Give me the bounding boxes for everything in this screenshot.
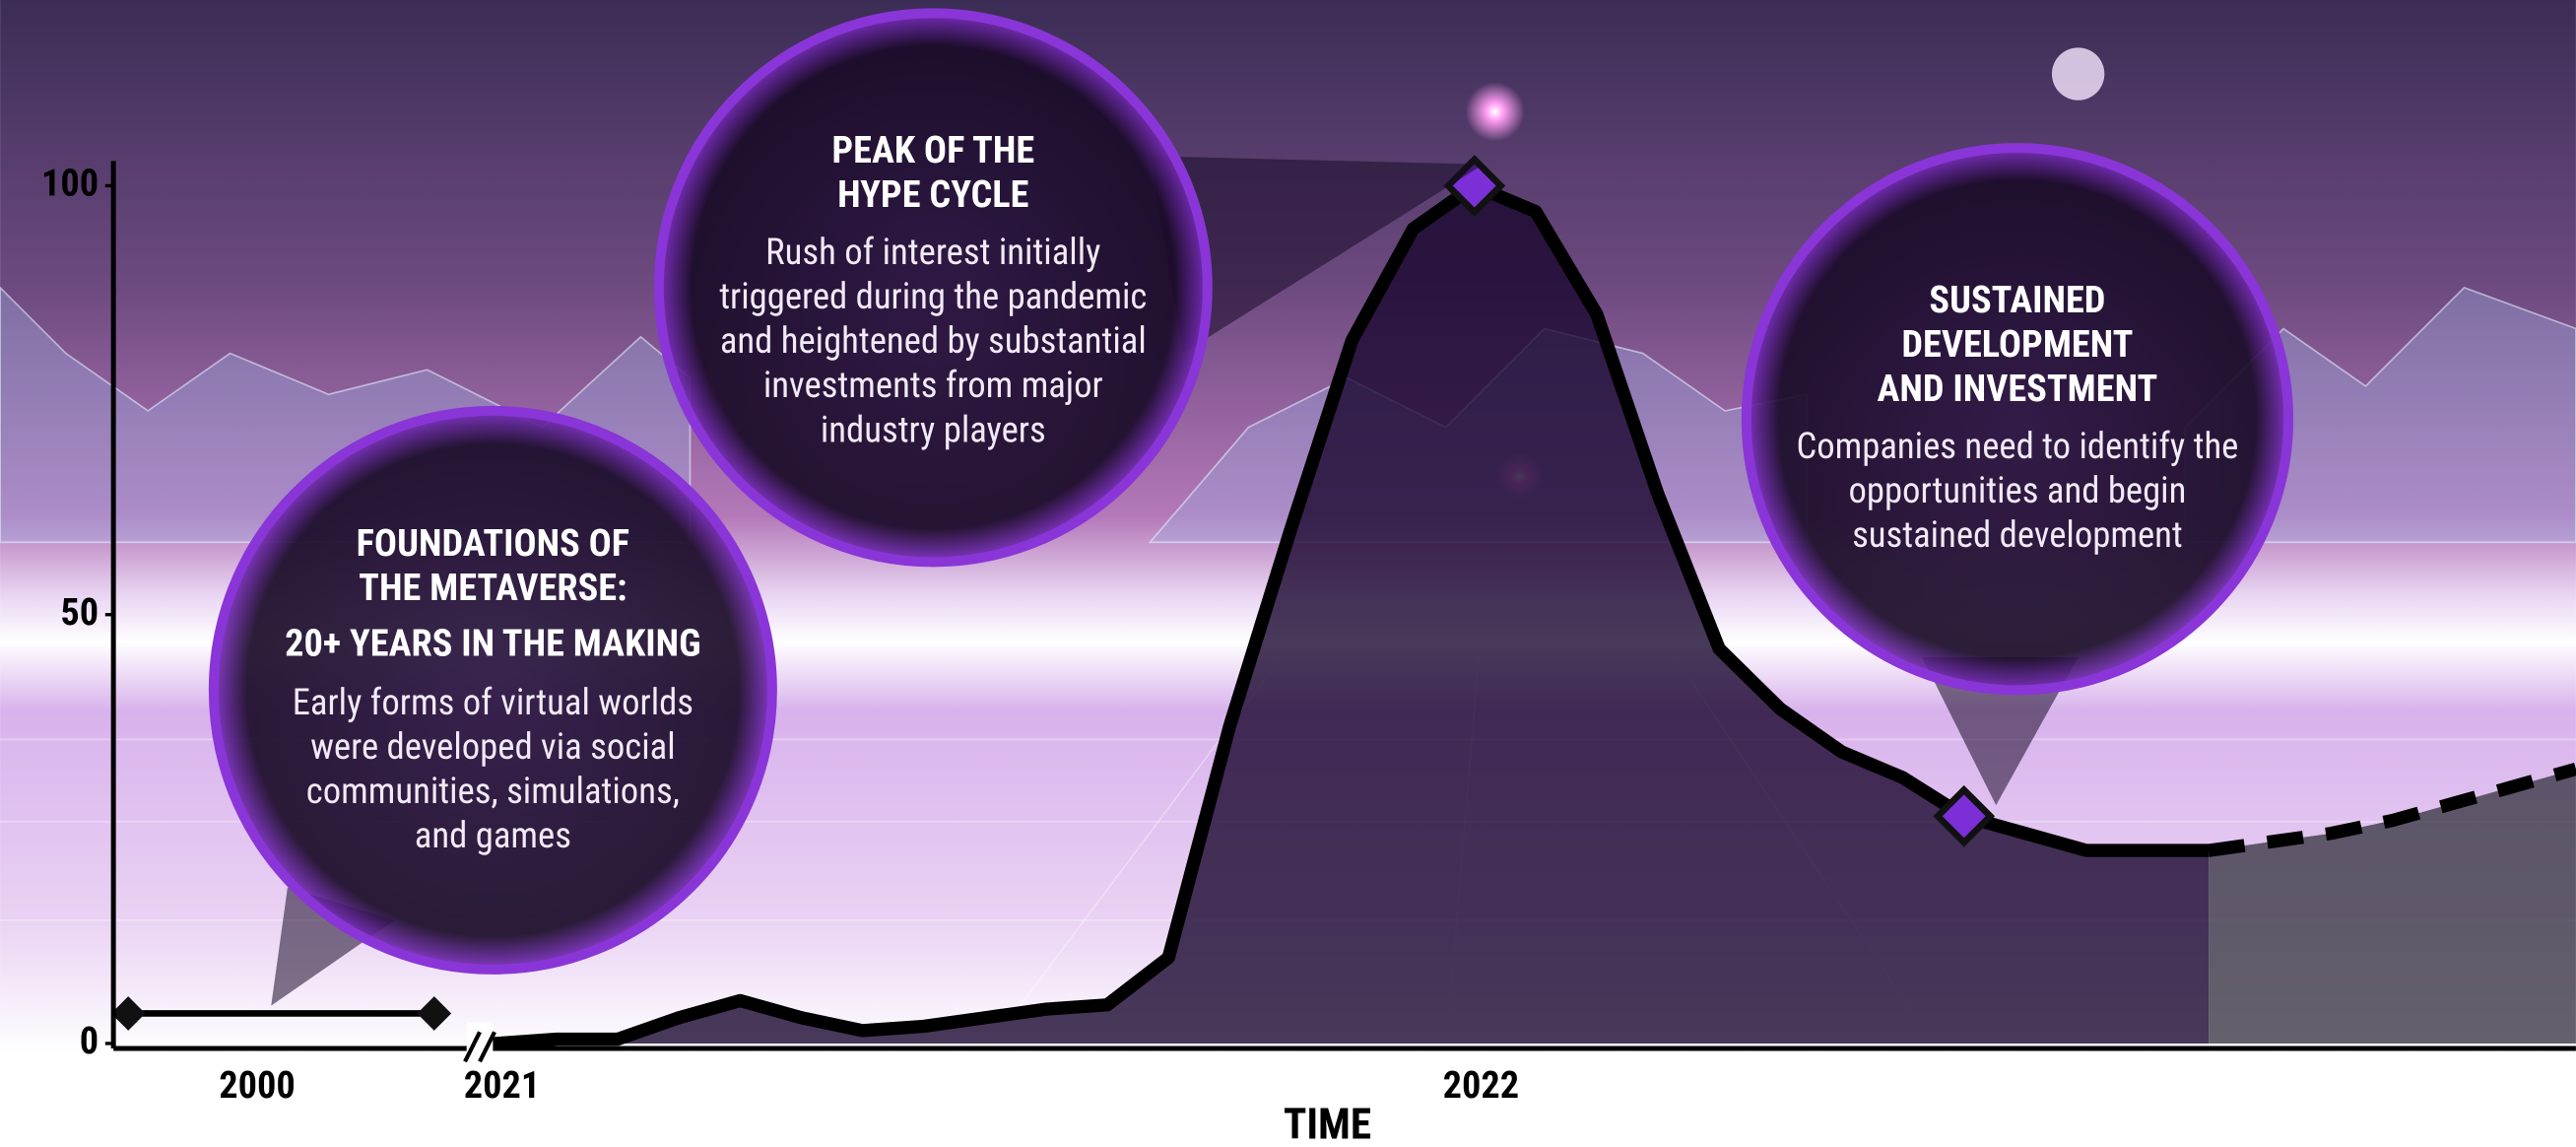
- callout-text: and games: [415, 814, 571, 856]
- callout-title: THE METAVERSE:: [359, 566, 627, 610]
- callout-text: Companies need to identify the: [1796, 425, 2238, 467]
- callout-title: DEVELOPMENT: [1901, 322, 2133, 367]
- x-tick-label: 2000: [219, 1063, 296, 1108]
- area: [495, 185, 2210, 1044]
- star: [1465, 82, 1525, 142]
- callout-pointer: [1922, 657, 2079, 806]
- callout-title: SUSTAINED: [1929, 278, 2105, 322]
- x-tick-label: 2022: [1443, 1063, 1520, 1108]
- axis-break: [463, 1022, 496, 1065]
- callout-text: Rush of interest initially: [765, 231, 1100, 273]
- callout-text: were developed via social: [310, 725, 676, 768]
- callout-subtitle: 20+ YEARS IN THE MAKING: [285, 622, 700, 666]
- callout-title: PEAK OF THE: [831, 128, 1034, 172]
- moon: [2051, 47, 2105, 101]
- callout-title: FOUNDATIONS OF: [357, 521, 629, 566]
- y-tick-label: 100: [41, 162, 99, 206]
- callout-text: Early forms of virtual worlds: [293, 681, 694, 723]
- callout-text: communities, simulations,: [306, 770, 680, 812]
- x-tick-label: 2021: [464, 1063, 541, 1108]
- y-tick-label: 50: [60, 590, 99, 635]
- line: [489, 178, 2215, 1050]
- callout-text: triggered during the pandemic: [719, 275, 1147, 317]
- marker: [417, 996, 452, 1031]
- callout-text: industry players: [821, 408, 1046, 450]
- callout-text: and heightened by substantial: [720, 319, 1147, 362]
- marker: [110, 996, 146, 1031]
- callout-bubble: [653, 8, 1213, 568]
- area: [2209, 769, 2576, 1044]
- callout-pointer: [1150, 156, 1484, 354]
- plot: [110, 155, 2576, 1050]
- x-axis-label: TIME: [1284, 1099, 1371, 1147]
- marker: [1933, 784, 1996, 847]
- line: [2208, 762, 2576, 857]
- callout-text: opportunities and begin: [1848, 469, 2186, 511]
- callout-text: sustained development: [1852, 513, 2183, 556]
- y-tick-label: 0: [80, 1019, 99, 1063]
- callout-text: investments from major: [763, 364, 1103, 406]
- callout-bubble: [208, 405, 777, 975]
- callout-title: HYPE CYCLE: [837, 172, 1028, 217]
- callout-title: AND INVESTMENT: [1878, 367, 2158, 411]
- callout-bubble: [1741, 143, 2294, 696]
